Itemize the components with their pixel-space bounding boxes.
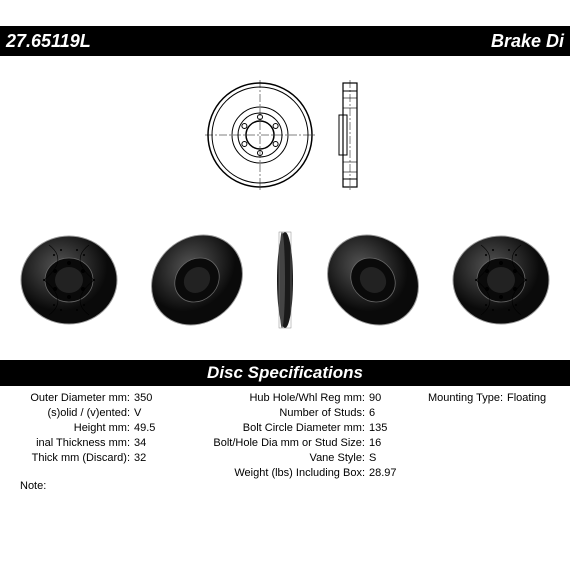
spec-row: Vane Style:S bbox=[189, 452, 419, 464]
rotor-render-2 bbox=[147, 230, 247, 330]
spec-row: Outer Diameter mm:350 bbox=[4, 392, 189, 404]
spec-value: 350 bbox=[134, 392, 152, 404]
spec-row: Height mm:49.5 bbox=[4, 422, 189, 434]
part-number: 27.65119L bbox=[6, 31, 91, 52]
note-label: Note: bbox=[20, 480, 46, 492]
spec-row: Number of Studs:6 bbox=[189, 407, 419, 419]
spec-value: 49.5 bbox=[134, 422, 155, 434]
spec-label: Mounting Type: bbox=[419, 392, 507, 404]
spec-column-3: Mounting Type:Floating bbox=[419, 392, 566, 479]
spec-row: (s)olid / (v)ented:V bbox=[4, 407, 189, 419]
spec-value: 28.97 bbox=[369, 467, 397, 479]
spec-value: 34 bbox=[134, 437, 146, 449]
spec-row: Mounting Type:Floating bbox=[419, 392, 566, 404]
spec-label: inal Thickness mm: bbox=[4, 437, 134, 449]
spec-row: Hub Hole/Whl Reg mm:90 bbox=[189, 392, 419, 404]
rotor-edge-render bbox=[275, 230, 295, 330]
side-view-schematic bbox=[335, 80, 365, 190]
spec-column-2: Hub Hole/Whl Reg mm:90 Number of Studs:6… bbox=[189, 392, 419, 479]
spec-row: Bolt/Hole Dia mm or Stud Size:16 bbox=[189, 437, 419, 449]
product-title: Brake Di bbox=[491, 31, 564, 52]
spec-value: 6 bbox=[369, 407, 375, 419]
spec-value: 16 bbox=[369, 437, 381, 449]
spec-value: Floating bbox=[507, 392, 546, 404]
spec-label: Hub Hole/Whl Reg mm: bbox=[189, 392, 369, 404]
spec-column-1: Outer Diameter mm:350 (s)olid / (v)ented… bbox=[4, 392, 189, 479]
spec-table: Outer Diameter mm:350 (s)olid / (v)ented… bbox=[0, 392, 570, 479]
render-row bbox=[0, 215, 570, 345]
technical-drawing-row bbox=[0, 75, 570, 195]
spec-label: Vane Style: bbox=[189, 452, 369, 464]
spec-value: 135 bbox=[369, 422, 387, 434]
spec-value: S bbox=[369, 452, 376, 464]
spec-label: Bolt Circle Diameter mm: bbox=[189, 422, 369, 434]
spec-label: Thick mm (Discard): bbox=[4, 452, 134, 464]
spec-row: Bolt Circle Diameter mm:135 bbox=[189, 422, 419, 434]
spec-value: V bbox=[134, 407, 141, 419]
spec-label: (s)olid / (v)ented: bbox=[4, 407, 134, 419]
front-view-schematic bbox=[205, 80, 315, 190]
spec-value: 32 bbox=[134, 452, 146, 464]
spec-label: Number of Studs: bbox=[189, 407, 369, 419]
spec-label: Height mm: bbox=[4, 422, 134, 434]
spec-row: inal Thickness mm:34 bbox=[4, 437, 189, 449]
spec-label: Weight (lbs) Including Box: bbox=[189, 467, 369, 479]
spec-label: Bolt/Hole Dia mm or Stud Size: bbox=[189, 437, 369, 449]
spec-header-bar: Disc Specifications bbox=[0, 360, 570, 386]
header-bar: 27.65119L Brake Di bbox=[0, 26, 570, 56]
rotor-render-3 bbox=[323, 230, 423, 330]
rotor-render-4 bbox=[451, 230, 551, 330]
spec-row: Thick mm (Discard):32 bbox=[4, 452, 189, 464]
spec-label: Outer Diameter mm: bbox=[4, 392, 134, 404]
spec-row: Weight (lbs) Including Box:28.97 bbox=[189, 467, 419, 479]
spec-value: 90 bbox=[369, 392, 381, 404]
rotor-render-1 bbox=[19, 230, 119, 330]
